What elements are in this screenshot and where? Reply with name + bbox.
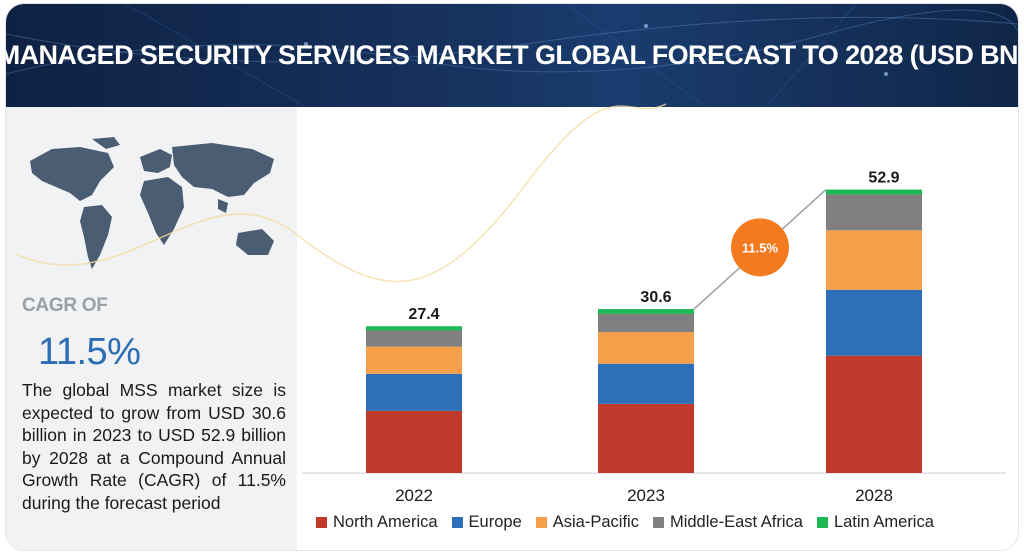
legend-label: Asia-Pacific [552,512,639,531]
header-network-pattern [6,4,1018,107]
cagr-badge-label: 11.5% [742,240,779,255]
world-map-icon [30,137,274,269]
bar-segment-2028-north-america [826,355,922,473]
legend-item-europe: Europe [451,512,522,532]
bar-segment-2022-north-america [366,410,462,473]
legend-swatch [535,516,547,528]
legend-label: North America [333,512,438,531]
bar-segment-2023-europe [598,363,694,404]
cagr-badge [731,218,789,277]
legend-swatch [816,516,828,528]
bar-segment-2023-middle-east-africa [598,313,694,333]
market-description: The global MSS market size is expected t… [22,380,286,513]
cagr-label: CAGR OF [22,295,108,316]
chart-legend: North America Europe Asia-Pacific Middle… [316,511,934,533]
infographic-frame: MANAGED SECURITY SERVICES MARKET GLOBAL … [6,4,1018,550]
bar-segment-2028-latin-america [826,189,922,195]
x-tick-label-2023: 2023 [627,486,665,505]
total-label-2028: 52.9 [868,170,899,187]
legend-label: Europe [468,512,522,531]
legend-item-middle-east-africa: Middle-East Africa [652,512,803,532]
bar-segment-2022-middle-east-africa [366,330,462,347]
decorative-trend-curve [15,103,667,283]
legend-swatch [316,516,327,528]
bar-segment-2028-asia-pacific [826,230,922,290]
page-title: MANAGED SECURITY SERVICES MARKET GLOBAL … [6,40,1018,70]
bar-segment-2023-asia-pacific [598,332,694,364]
bar-segment-2023-latin-america [598,309,694,314]
legend-label: Middle-East Africa [669,512,803,531]
legend-swatch [451,516,463,528]
bar-segment-2022-europe [366,373,462,411]
legend-label: Latin America [833,512,934,531]
summary-panel: CAGR OF 11.5% The global MSS market size… [6,107,297,550]
x-tick-label-2028: 2028 [855,486,893,505]
legend-item-asia-pacific: Asia-Pacific [535,512,639,532]
total-label-2022: 27.4 [408,306,439,323]
bar-segment-2022-asia-pacific [366,346,462,374]
legend-item-north-america: North America [316,513,438,532]
stacked-bar-chart: 27.4 2022 30.6 2023 52.9 2028 11.5% [15,103,1006,505]
total-label-2023: 30.6 [640,289,671,306]
bar-segment-2023-north-america [598,403,694,473]
bar-segment-2028-europe [826,289,922,356]
x-tick-label-2022: 2022 [395,486,433,505]
legend-item-latin-america: Latin America [816,512,934,532]
bar-segment-2022-latin-america [366,326,462,331]
bar-segment-2028-middle-east-africa [826,194,922,231]
header-banner: MANAGED SECURITY SERVICES MARKET GLOBAL … [6,4,1018,107]
cagr-value: 11.5% [38,331,141,373]
legend-swatch [652,516,664,528]
